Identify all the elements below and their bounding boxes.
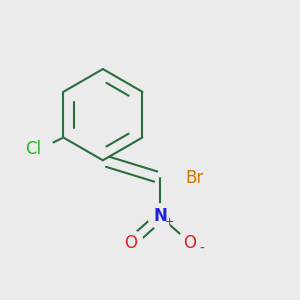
- Text: O: O: [183, 234, 196, 252]
- Text: +: +: [164, 217, 174, 227]
- Text: -: -: [199, 242, 204, 256]
- Circle shape: [177, 230, 202, 255]
- Text: Br: Br: [185, 169, 204, 187]
- Circle shape: [118, 230, 143, 255]
- Text: O: O: [124, 234, 137, 252]
- Circle shape: [29, 136, 53, 161]
- Text: Cl: Cl: [25, 140, 41, 158]
- Circle shape: [173, 166, 198, 190]
- Circle shape: [148, 204, 173, 229]
- Text: N: N: [153, 207, 167, 225]
